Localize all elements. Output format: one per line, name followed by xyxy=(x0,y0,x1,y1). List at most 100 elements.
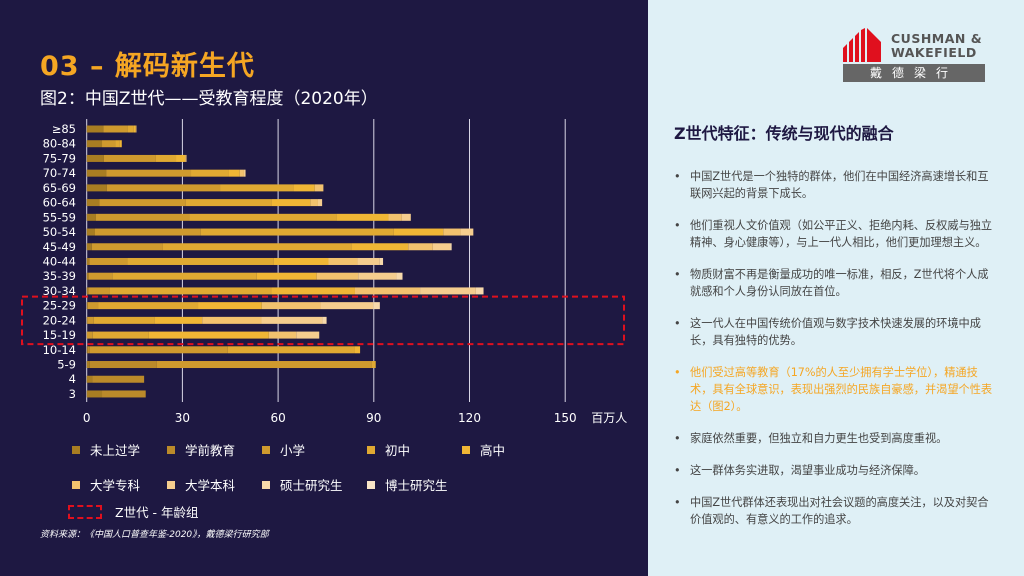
bar-segment xyxy=(95,213,190,221)
bar-segment xyxy=(99,199,186,207)
bar-segment xyxy=(293,184,315,192)
bar-segment xyxy=(271,287,355,295)
bar-segment xyxy=(357,257,380,265)
bar-segment xyxy=(316,272,359,280)
logo-buildings-icon xyxy=(843,28,881,62)
legend-label: Z世代 - 年龄组 xyxy=(115,505,199,520)
legend-swatch xyxy=(367,445,375,454)
legend-swatch xyxy=(262,445,270,454)
feature-bullet: 中国Z世代是一个独特的群体，他们在中国经济高速增长和互联网兴起的背景下成长。 xyxy=(674,168,994,202)
bar-segment xyxy=(202,316,262,324)
bar-segment xyxy=(109,287,272,295)
bar-segment xyxy=(86,361,90,369)
source-note: 资料来源：《中国人口普查年鉴-2020》，戴德梁行研究部 xyxy=(40,530,269,540)
bar-segment xyxy=(393,228,444,236)
feature-bullet: 这一群体务实进取，渴望事业成功与经济保障。 xyxy=(674,462,994,479)
bar-segment xyxy=(87,316,94,324)
legend-swatch xyxy=(72,445,80,454)
section-title: 03 – 解码新生代 xyxy=(40,51,255,82)
bar-segment xyxy=(443,228,461,236)
bar-segment xyxy=(317,199,323,207)
bar-segment xyxy=(198,302,262,310)
legend-label: 学前教育 xyxy=(185,443,236,458)
bar-segment xyxy=(88,272,113,280)
bar-segment xyxy=(310,199,318,207)
bar-segment xyxy=(86,169,107,177)
bar-segment xyxy=(320,302,374,310)
x-tick-label: 120 xyxy=(458,411,481,425)
bar-segment xyxy=(408,243,433,251)
bar-segment xyxy=(432,243,451,251)
bar-segment xyxy=(336,213,389,221)
bar-segment xyxy=(261,316,323,324)
bar-segment xyxy=(89,361,157,369)
category-label: 10-14 xyxy=(43,343,76,357)
bar-segment xyxy=(185,199,272,207)
category-label: 75-79 xyxy=(43,151,76,165)
bar-segment xyxy=(200,228,394,236)
bar-segment xyxy=(189,213,337,221)
stacked-bar-chart: 0 30 60 90 120 150 百万人 ≥8580-8475-7970-7465-696… xyxy=(21,119,627,425)
bar-segment xyxy=(227,346,355,354)
logo-chinese-name: 戴德梁行 xyxy=(843,64,985,82)
bar-segment xyxy=(86,243,92,251)
feature-bullet: 他们受过高等教育（17%的人至少拥有学士学位），精通技术，具有全球意识，表现出强… xyxy=(674,364,994,415)
bar-segment xyxy=(112,272,257,280)
legend-college: 大学专科 xyxy=(72,475,140,494)
feature-bullet: 物质财富不再是衡量成功的唯一标准，相反，Z世代将个人成就感和个人身份认同放在首位… xyxy=(674,266,994,300)
bar-segment xyxy=(354,346,361,354)
bar-segment xyxy=(94,228,201,236)
category-label: ≥85 xyxy=(52,122,76,136)
bar-segment xyxy=(103,154,156,162)
legend-label: 高中 xyxy=(480,443,506,458)
category-label: 80-84 xyxy=(43,137,76,151)
bar-segment xyxy=(176,154,186,162)
bar-segment xyxy=(89,346,228,354)
x-tick-label: 60 xyxy=(270,411,285,425)
x-axis-label: 百万人 xyxy=(591,411,627,425)
legend-senior-high: 高中 xyxy=(462,440,505,459)
legend-none: 未上过学 xyxy=(72,440,140,459)
category-label: 5-9 xyxy=(57,358,76,372)
bar-segment xyxy=(450,243,452,251)
legend-primary: 小学 xyxy=(262,440,305,459)
legend-swatch xyxy=(462,445,470,454)
z-generation-highlight-box xyxy=(21,295,625,346)
bar-segment xyxy=(86,199,100,207)
bar-segment xyxy=(98,302,199,310)
bar-segment xyxy=(106,184,221,192)
bar-segment xyxy=(420,287,476,295)
legend-master: 硕士研究生 xyxy=(262,475,343,494)
x-tick-label: 0 xyxy=(83,411,91,425)
legend-swatch xyxy=(167,445,175,454)
x-tick-label: 30 xyxy=(175,411,190,425)
legend-label: 初中 xyxy=(385,443,411,458)
bar-segment xyxy=(351,243,409,251)
bar-segment xyxy=(127,257,274,265)
bar-segment xyxy=(148,331,269,339)
legend-swatch xyxy=(262,480,270,489)
bar-segment xyxy=(86,272,89,280)
bar-segment xyxy=(358,272,397,280)
feature-bullet: 这一代人在中国传统价值观与数字技术快速发展的环境中成长，具有独特的优势。 xyxy=(674,315,994,349)
bar-segment xyxy=(239,169,244,177)
bar-segment xyxy=(135,125,137,133)
bar-segment xyxy=(86,125,104,133)
bar-segment xyxy=(92,375,145,383)
bar-segment xyxy=(92,331,149,339)
legend-junior-high: 初中 xyxy=(367,440,410,459)
bar-segment xyxy=(102,140,116,148)
bar-segment xyxy=(87,346,90,354)
feature-bullet: 他们重视人文价值观（如公平正义、拒绝内耗、反权威与独立精神、身心健康等），与上一… xyxy=(674,217,994,251)
bar-segment xyxy=(102,390,146,398)
category-label: 35-39 xyxy=(43,269,76,283)
bar-segment xyxy=(115,140,120,148)
category-label: 15-19 xyxy=(43,328,76,342)
bar-segment xyxy=(86,316,88,324)
bar-segment xyxy=(86,375,93,383)
bar-segment xyxy=(296,331,320,339)
bar-segment xyxy=(86,213,96,221)
bar-segment xyxy=(86,154,104,162)
x-tick-label: 150 xyxy=(554,411,577,425)
bar-segment xyxy=(371,361,376,369)
